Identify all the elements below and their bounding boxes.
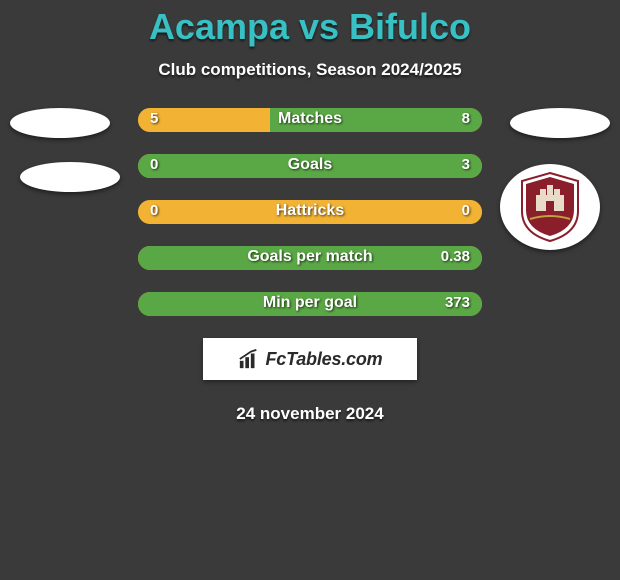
stat-bar: Goals03 (138, 154, 482, 178)
chart-icon (238, 348, 260, 370)
stat-bars: Matches58Goals03Hattricks00Goals per mat… (138, 108, 482, 316)
comparison-card: Acampa vs Bifulco Club competitions, Sea… (0, 0, 620, 580)
bar-value-right: 0 (462, 202, 470, 219)
right-badge-1 (510, 108, 610, 138)
bar-fill-right (270, 108, 482, 132)
stat-bar: Goals per match0.38 (138, 246, 482, 270)
bar-value-left: 0 (150, 202, 158, 219)
left-badge-1 (10, 108, 110, 138)
bar-fill-right (138, 246, 482, 270)
right-club-crest-badge (500, 164, 600, 250)
left-badge-2 (20, 162, 120, 192)
stat-bar: Min per goal373 (138, 292, 482, 316)
brand-text: FcTables.com (266, 349, 383, 370)
date-label: 24 november 2024 (0, 404, 620, 424)
stat-bar: Matches58 (138, 108, 482, 132)
page-title: Acampa vs Bifulco (0, 6, 620, 48)
stat-bar: Hattricks00 (138, 200, 482, 224)
bar-value-left: 5 (150, 110, 158, 127)
stats-area: Matches58Goals03Hattricks00Goals per mat… (0, 108, 620, 316)
club-crest-icon (518, 171, 582, 243)
bar-fill-left (138, 200, 482, 224)
bar-value-right: 0.38 (441, 248, 470, 265)
bar-fill-right (138, 292, 482, 316)
bar-value-right: 373 (445, 294, 470, 311)
bar-value-left: 0 (150, 156, 158, 173)
bar-value-right: 3 (462, 156, 470, 173)
subtitle: Club competitions, Season 2024/2025 (0, 60, 620, 80)
brand-banner[interactable]: FcTables.com (203, 338, 417, 380)
bar-value-right: 8 (462, 110, 470, 127)
bar-fill-right (138, 154, 482, 178)
